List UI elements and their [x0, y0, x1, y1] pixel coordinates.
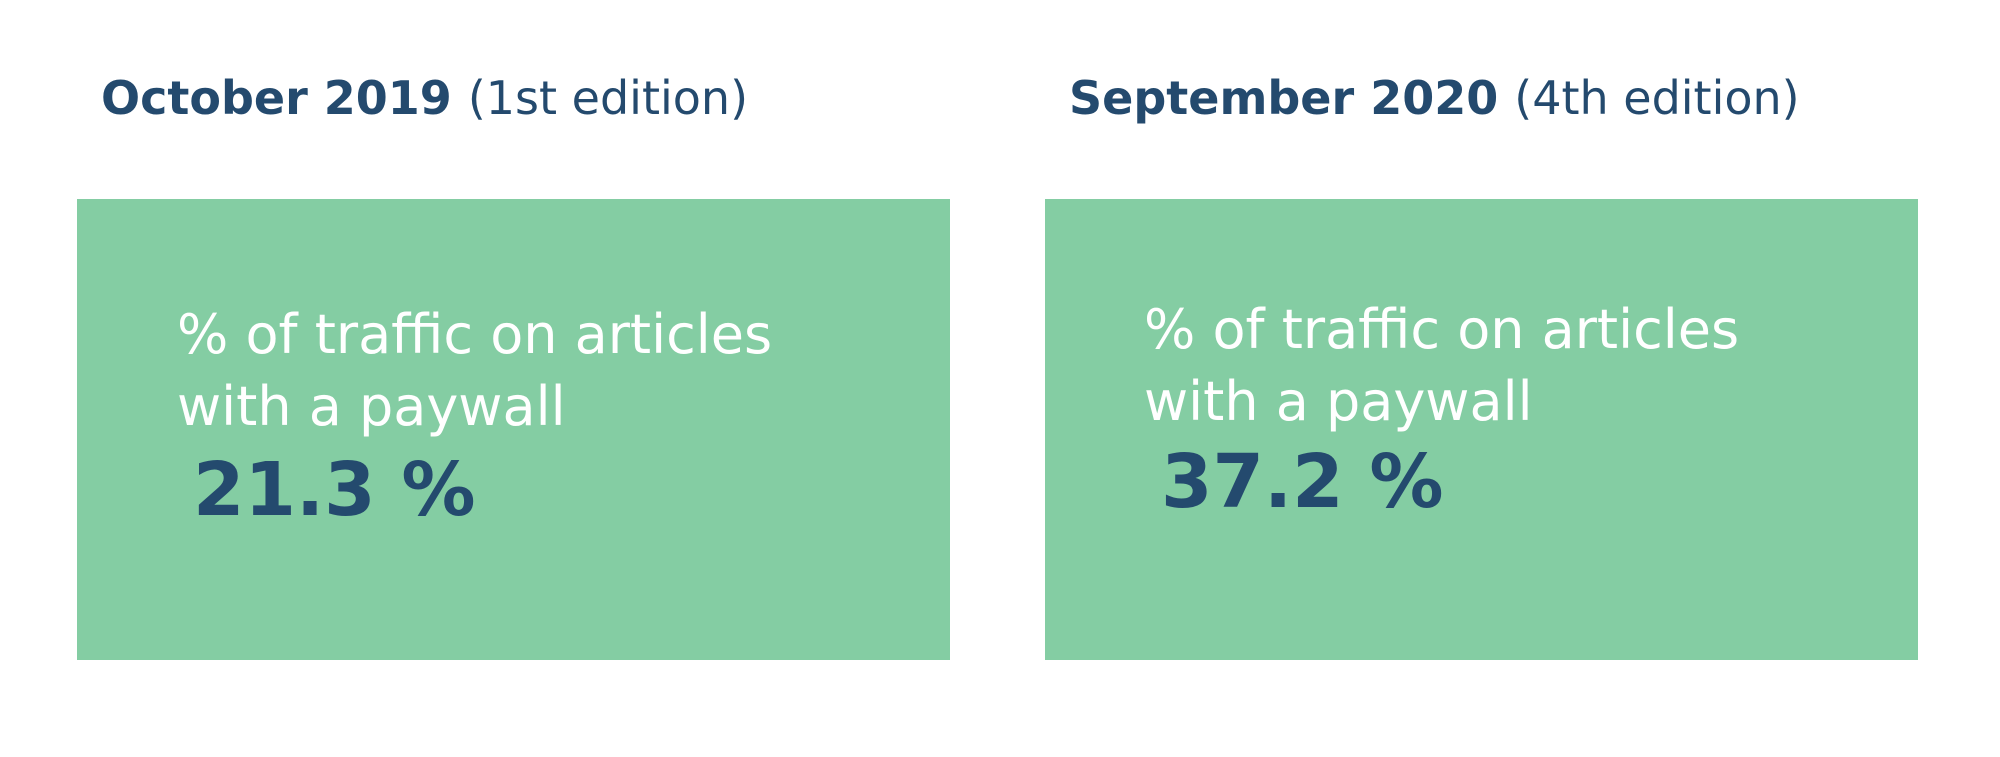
edition-number: (1st edition) — [467, 71, 749, 125]
metric-card: % of traffic on articles with a paywall … — [1045, 199, 1918, 660]
edition-heading: October 2019 (1st edition) — [101, 70, 748, 126]
metric-card: % of traffic on articles with a paywall … — [77, 199, 950, 660]
edition-period: September 2020 — [1069, 71, 1499, 125]
edition-period: October 2019 — [101, 71, 452, 125]
metric-value: 37.2 % — [1161, 439, 1444, 525]
metric-label: % of traffic on articles with a paywall — [1144, 298, 1740, 433]
metric-value: 21.3 % — [193, 447, 476, 533]
edition-heading: September 2020 (4th edition) — [1069, 70, 1800, 126]
metric-label: % of traffic on articles with a paywall — [177, 303, 773, 438]
edition-number: (4th edition) — [1514, 71, 1800, 125]
